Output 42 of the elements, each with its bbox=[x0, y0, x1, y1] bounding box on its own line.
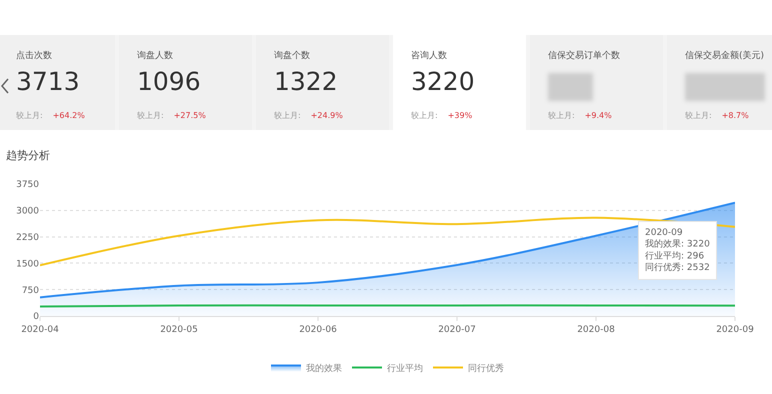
text: 较上月: bbox=[274, 111, 301, 120]
chart-title: 趋势分析 bbox=[6, 148, 50, 162]
y-tick-label: 3000 bbox=[16, 206, 40, 217]
annotation: 我的效果: 3220 bbox=[645, 238, 710, 250]
annotation: 同行优秀: 2532 bbox=[645, 262, 710, 274]
x-tick-label: 2020-09 bbox=[716, 324, 754, 335]
data-label: 3713 bbox=[16, 67, 80, 96]
text: 较上月: bbox=[16, 111, 43, 120]
legend-label: 我的效果 bbox=[306, 362, 342, 374]
annotation: 行业平均: 296 bbox=[645, 250, 704, 262]
category-label: 信保交易订单个数 bbox=[548, 50, 620, 62]
data-label: 1096 bbox=[137, 67, 201, 96]
text: +9.4% bbox=[584, 111, 612, 120]
annotation: 2020-09 bbox=[645, 228, 683, 238]
y-tick-label: 750 bbox=[22, 286, 40, 296]
data-label: 1322 bbox=[274, 67, 338, 96]
x-tick-label: 2020-07 bbox=[438, 324, 476, 335]
text: 较上月: bbox=[548, 111, 575, 120]
legend-label: 行业平均 bbox=[387, 362, 423, 374]
text: +27.5% bbox=[174, 111, 206, 120]
x-tick-label: 2020-05 bbox=[160, 324, 198, 335]
text: +8.7% bbox=[722, 111, 749, 120]
category-label: 信保交易金额(美元) bbox=[685, 50, 764, 62]
x-tick-label: 2020-08 bbox=[577, 324, 616, 335]
text: +64.2% bbox=[52, 111, 85, 120]
y-tick-label: 0 bbox=[33, 312, 40, 322]
y-tick-label: 1500 bbox=[16, 259, 40, 270]
legend-label: 同行优秀 bbox=[468, 362, 504, 374]
y-tick-label: 2250 bbox=[16, 232, 40, 243]
text: 较上月: bbox=[137, 111, 164, 120]
y-tick-label: 3750 bbox=[16, 180, 40, 190]
x-tick-label: 2020-06 bbox=[299, 324, 338, 335]
text: 较上月: bbox=[685, 111, 712, 120]
data-label: 3220 bbox=[411, 67, 475, 96]
category-label: 询盘个数 bbox=[274, 50, 310, 62]
x-tick-label: 2020-04 bbox=[21, 324, 60, 335]
text: +39% bbox=[448, 111, 472, 120]
text: +24.9% bbox=[310, 111, 343, 120]
category-label: 点击次数 bbox=[16, 50, 52, 62]
text: 较上月: bbox=[411, 111, 438, 120]
category-label: 询盘人数 bbox=[137, 50, 173, 62]
category-label: 咨询人数 bbox=[411, 50, 447, 62]
